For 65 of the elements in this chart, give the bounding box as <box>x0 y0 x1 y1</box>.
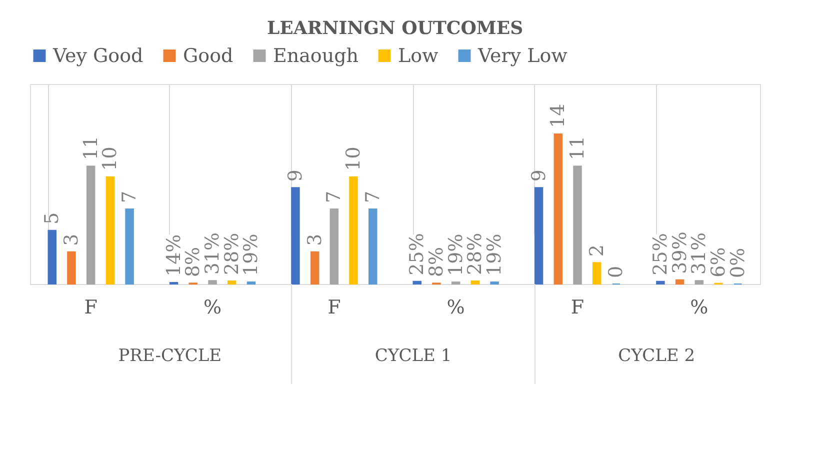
legend-label: Enaough <box>273 44 359 67</box>
bar <box>349 176 358 284</box>
data-label: 39% <box>668 232 691 274</box>
data-label: 19% <box>240 234 262 276</box>
data-label: 25% <box>649 233 672 276</box>
legend-label: Very Low <box>477 44 568 67</box>
bar <box>675 279 684 284</box>
x-tick-label: % <box>203 296 222 318</box>
data-label: 7 <box>323 190 346 203</box>
text: PRE-CYCLE <box>118 346 222 366</box>
bar <box>246 281 256 284</box>
data-label: 5 <box>41 212 64 224</box>
data-label: 10 <box>342 146 365 171</box>
data-label: 7 <box>118 190 141 203</box>
bar <box>208 280 217 284</box>
x-tick-label: % <box>690 296 708 318</box>
bar <box>451 281 460 284</box>
data-label: 3 <box>304 234 326 246</box>
bar <box>227 280 236 284</box>
legend-label: Vey Good <box>52 44 144 67</box>
legend-label: Low <box>398 44 440 67</box>
legend-label: Good <box>183 44 234 67</box>
data-label: 19% <box>444 234 467 276</box>
bar <box>554 134 563 284</box>
bar <box>694 280 704 284</box>
bar <box>656 280 665 284</box>
chart-title: LEARNINGN OUTCOMES <box>266 18 524 39</box>
bar <box>291 187 300 284</box>
bar <box>106 176 115 284</box>
x-tick-label: F <box>328 296 341 318</box>
bar <box>573 166 582 284</box>
bar <box>310 251 320 284</box>
data-label: 28% <box>464 232 486 275</box>
bar <box>330 208 339 284</box>
bar <box>125 208 134 284</box>
text: CYCLE 1 <box>374 346 452 366</box>
data-label: 14 <box>547 104 570 128</box>
data-label: 11 <box>80 136 102 160</box>
bar <box>534 187 544 284</box>
bar <box>490 281 499 284</box>
x-tick-label: F <box>84 296 98 318</box>
bar <box>67 251 76 284</box>
bar <box>592 262 602 284</box>
data-label: 9 <box>284 169 306 182</box>
data-label: 2 <box>586 244 608 257</box>
bar <box>48 230 56 284</box>
bar <box>368 208 378 284</box>
data-label: 8% <box>182 246 204 278</box>
data-label: 19% <box>484 234 506 276</box>
data-label: 3 <box>60 234 82 246</box>
data-label: 7 <box>362 190 384 203</box>
bar <box>86 166 96 284</box>
text: CYCLE 2 <box>618 346 696 366</box>
x-tick-label: % <box>446 296 465 318</box>
data-label: 28% <box>220 232 243 275</box>
data-label: 14% <box>162 234 185 276</box>
data-label: 11 <box>566 136 588 160</box>
data-label: 31% <box>202 232 224 275</box>
bar <box>412 280 422 284</box>
bar <box>470 280 480 284</box>
x-tick-label: F <box>570 296 584 318</box>
data-label: 10 <box>99 146 122 171</box>
data-label: 0 <box>605 266 628 278</box>
data-label: 9 <box>528 169 550 182</box>
data-label: 31% <box>688 232 710 275</box>
